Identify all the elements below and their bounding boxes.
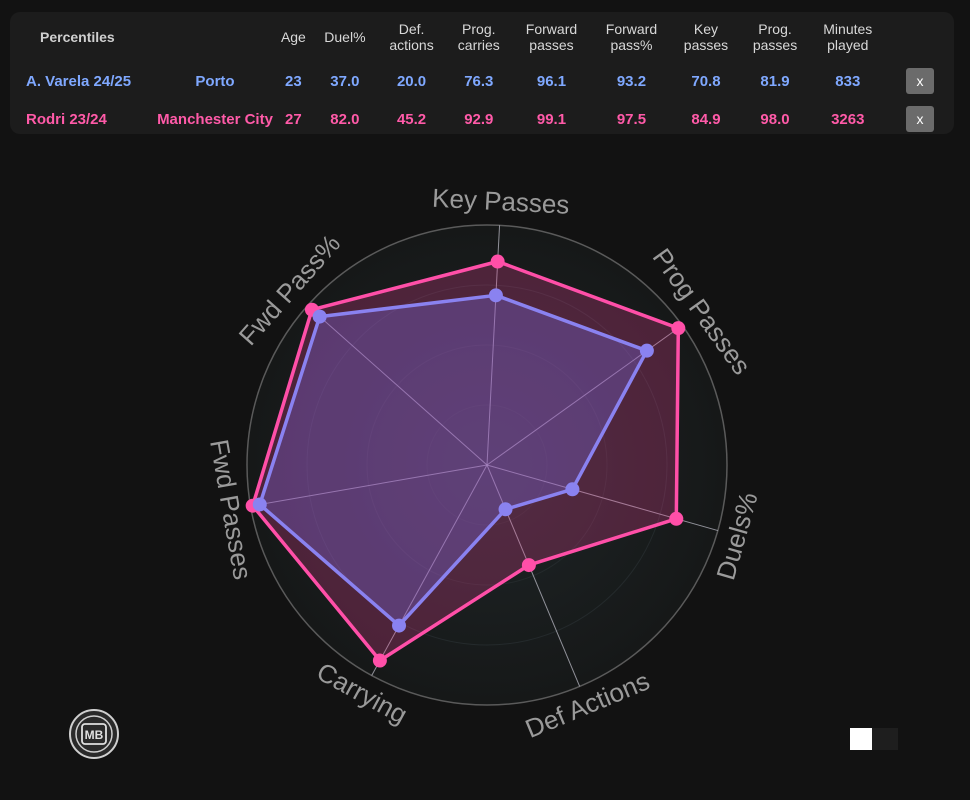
def-actions-value: 20.0 xyxy=(396,72,427,90)
column-header: Forward pass% xyxy=(605,21,658,53)
forward-pass-pct-value: 97.5 xyxy=(616,110,647,128)
table-row-player-2: Rodri 23/24 Manchester City 27 82.0 45.2… xyxy=(10,100,954,138)
column-header: Minutes played xyxy=(823,21,873,53)
def-actions-value: 45.2 xyxy=(396,110,427,128)
remove-player-button[interactable]: x xyxy=(906,68,934,94)
radar-data-point xyxy=(488,288,503,303)
team-name: Manchester City xyxy=(157,110,273,128)
column-header: Duel% xyxy=(324,29,366,45)
column-header xyxy=(156,12,274,62)
team-name: Porto xyxy=(195,72,235,90)
radar-data-point xyxy=(671,321,686,336)
toggle-light-option[interactable] xyxy=(850,728,872,750)
minutes-value: 833 xyxy=(835,72,861,90)
prog-passes-value: 81.9 xyxy=(760,72,790,90)
column-header: Forward passes xyxy=(525,21,578,53)
theme-toggle[interactable] xyxy=(850,728,898,750)
mb-logo-icon: MB xyxy=(69,709,119,759)
radar-grid xyxy=(246,224,728,706)
player-name: A. Varela 24/25 xyxy=(26,72,132,90)
logo-text: MB xyxy=(85,728,104,742)
radar-data-point xyxy=(669,511,684,526)
minutes-value: 3263 xyxy=(831,110,865,128)
column-header: Def. actions xyxy=(389,21,434,53)
player-name: Rodri 23/24 xyxy=(26,110,107,128)
percentiles-table: Percentiles Age Duel% Def. actions Prog. carri… xyxy=(10,12,954,138)
prog-passes-value: 98.0 xyxy=(760,110,790,128)
column-header: Age xyxy=(280,29,306,45)
prog-carries-value: 92.9 xyxy=(464,110,494,128)
table-row-player-1: A. Varela 24/25 Porto 23 37.0 20.0 76.3 … xyxy=(10,62,954,100)
duel-pct-value: 82.0 xyxy=(330,110,360,128)
radar-data-point xyxy=(639,343,654,358)
remove-cell: x xyxy=(886,62,954,100)
remove-cell: x xyxy=(886,100,954,138)
radar-data-point xyxy=(565,482,580,497)
forward-passes-value: 96.1 xyxy=(536,72,567,90)
radar-series-layer xyxy=(245,254,686,668)
radar-spoke xyxy=(250,464,488,507)
radar-data-point xyxy=(252,497,267,512)
prog-carries-value: 76.3 xyxy=(464,72,494,90)
radar-data-point xyxy=(521,558,536,573)
remove-player-button[interactable]: x xyxy=(906,106,934,132)
toggle-dark-option[interactable] xyxy=(872,728,898,750)
radar-data-point xyxy=(498,502,513,517)
radar-inner-ring xyxy=(306,284,668,646)
radar-spoke xyxy=(371,464,488,676)
radar-spoke xyxy=(486,464,581,687)
column-header: Prog. carries xyxy=(457,21,500,53)
radar-data-point xyxy=(312,309,327,324)
radar-data-point xyxy=(392,618,407,633)
radar-series-area xyxy=(258,293,649,628)
forward-passes-value: 99.1 xyxy=(536,110,567,128)
age-value: 23 xyxy=(285,72,302,90)
column-header: Percentiles xyxy=(40,29,115,45)
radar-spoke xyxy=(307,305,488,466)
radar-inner-ring xyxy=(366,344,608,586)
radar-axis-label: Key Passes xyxy=(431,183,570,220)
forward-pass-pct-value: 93.2 xyxy=(616,72,647,90)
age-value: 27 xyxy=(285,110,302,128)
radar-inner-ring xyxy=(426,404,548,526)
key-passes-value: 84.9 xyxy=(691,110,721,128)
table-header-row: Percentiles Age Duel% Def. actions Prog. carri… xyxy=(10,12,954,62)
duel-pct-value: 37.0 xyxy=(330,72,360,90)
key-passes-value: 70.8 xyxy=(691,72,721,90)
column-header: Key passes xyxy=(683,21,729,53)
column-header-actions xyxy=(886,12,954,62)
column-header: Prog. passes xyxy=(752,21,798,53)
percentiles-table-card: Percentiles Age Duel% Def. actions Prog. carri… xyxy=(10,12,954,134)
radar-series-area xyxy=(250,259,681,663)
radar-data-point xyxy=(490,254,505,269)
radar-data-point xyxy=(372,653,387,668)
